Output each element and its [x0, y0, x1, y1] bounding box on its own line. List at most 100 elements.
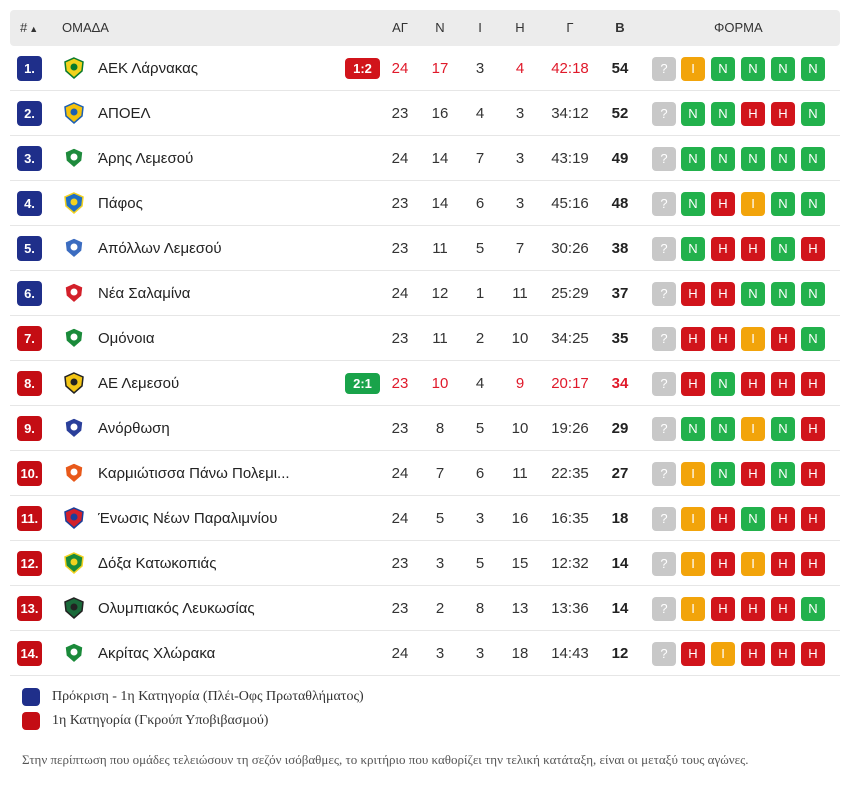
header-played[interactable]: ΑΓ [392, 20, 408, 35]
form-result-badge[interactable]: H [771, 507, 795, 531]
form-result-badge[interactable]: H [741, 102, 765, 126]
form-result-badge[interactable]: N [771, 237, 795, 261]
header-team[interactable]: ΟΜΑΔΑ [62, 20, 109, 35]
form-result-badge[interactable]: H [741, 642, 765, 666]
team-name[interactable]: Άρης Λεμεσού [98, 150, 194, 167]
form-result-badge[interactable]: H [801, 417, 825, 441]
form-result-badge[interactable]: N [801, 597, 825, 621]
form-upcoming-badge[interactable]: ? [652, 372, 676, 396]
team-name[interactable]: Ομόνοια [98, 330, 155, 347]
form-result-badge[interactable]: H [681, 282, 705, 306]
form-result-badge[interactable]: I [681, 597, 705, 621]
table-row[interactable]: 2. ΑΠΟΕΛ 23 16 4 3 34:12 52? N N H H N [10, 91, 840, 136]
form-upcoming-badge[interactable]: ? [652, 147, 676, 171]
team-name[interactable]: Ένωσις Νέων Παραλιμνίου [98, 510, 278, 527]
header-points[interactable]: Β [615, 20, 625, 35]
form-result-badge[interactable]: N [681, 192, 705, 216]
header-position-label[interactable]: # [20, 20, 28, 35]
form-result-badge[interactable]: N [801, 282, 825, 306]
form-result-badge[interactable]: N [801, 192, 825, 216]
header-position[interactable]: # ▲ [20, 10, 38, 47]
form-result-badge[interactable]: H [681, 327, 705, 351]
form-upcoming-badge[interactable]: ? [652, 462, 676, 486]
form-result-badge[interactable]: H [741, 237, 765, 261]
team-name[interactable]: Δόξα Κατωκοπιάς [98, 555, 217, 572]
form-result-badge[interactable]: N [801, 147, 825, 171]
form-upcoming-badge[interactable]: ? [652, 192, 676, 216]
form-result-badge[interactable]: H [801, 642, 825, 666]
form-result-badge[interactable]: H [711, 192, 735, 216]
team-name[interactable]: Νέα Σαλαμίνα [98, 285, 191, 302]
form-result-badge[interactable]: N [771, 462, 795, 486]
team-name[interactable]: ΑΕΚ Λάρνακας [98, 60, 198, 77]
form-result-badge[interactable]: H [711, 507, 735, 531]
form-upcoming-badge[interactable]: ? [652, 507, 676, 531]
form-result-badge[interactable]: N [681, 417, 705, 441]
form-result-badge[interactable]: H [741, 597, 765, 621]
form-result-badge[interactable]: N [801, 327, 825, 351]
sort-up-icon[interactable]: ▲ [29, 24, 39, 34]
form-result-badge[interactable]: N [741, 282, 765, 306]
form-result-badge[interactable]: N [741, 57, 765, 81]
table-row[interactable]: 3. Άρης Λεμεσού 24 14 7 3 43:19 49? N N N N N [10, 136, 840, 181]
form-upcoming-badge[interactable]: ? [652, 552, 676, 576]
table-row[interactable]: 6. Νέα Σαλαμίνα 24 12 1 11 25:29 37? H H N N N [10, 271, 840, 316]
form-result-badge[interactable]: I [741, 552, 765, 576]
form-result-badge[interactable]: H [711, 327, 735, 351]
table-row[interactable]: 10. Καρμιώτισσα Πάνω Πολεμι... 24 7 6 11 22:35… [10, 451, 840, 496]
form-result-badge[interactable]: N [711, 102, 735, 126]
form-result-badge[interactable]: H [801, 462, 825, 486]
form-result-badge[interactable]: N [681, 147, 705, 171]
table-row[interactable]: 8. ΑΕ Λεμεσού 2:1 23 10 4 9 20:17 34? H N H H H [10, 361, 840, 406]
form-result-badge[interactable]: I [681, 552, 705, 576]
live-score-badge[interactable]: 2:1 [345, 373, 380, 394]
form-result-badge[interactable]: N [711, 462, 735, 486]
team-name[interactable]: Ανόρθωση [98, 420, 170, 437]
header-lost[interactable]: Η [515, 20, 525, 35]
form-result-badge[interactable]: H [801, 372, 825, 396]
form-result-badge[interactable]: N [741, 147, 765, 171]
form-upcoming-badge[interactable]: ? [652, 282, 676, 306]
form-result-badge[interactable]: N [741, 507, 765, 531]
table-row[interactable]: 14. Ακρίτας Χλώρακα 24 3 3 18 14:43 12? H I H H H [10, 631, 840, 676]
table-row[interactable]: 5. Απόλλων Λεμεσού 23 11 5 7 30:26 38? N H H N H [10, 226, 840, 271]
header-goals[interactable]: Γ [566, 20, 574, 35]
table-row[interactable]: 9. Ανόρθωση 23 8 5 10 19:26 29? N N I N H [10, 406, 840, 451]
form-upcoming-badge[interactable]: ? [652, 642, 676, 666]
form-upcoming-badge[interactable]: ? [652, 102, 676, 126]
form-result-badge[interactable]: H [771, 597, 795, 621]
form-upcoming-badge[interactable]: ? [652, 597, 676, 621]
form-result-badge[interactable]: H [711, 552, 735, 576]
form-upcoming-badge[interactable]: ? [652, 237, 676, 261]
form-result-badge[interactable]: H [681, 642, 705, 666]
team-name[interactable]: Ολυμπιακός Λευκωσίας [98, 600, 255, 617]
form-result-badge[interactable]: N [711, 147, 735, 171]
team-name[interactable]: Πάφος [98, 195, 143, 212]
form-result-badge[interactable]: H [711, 282, 735, 306]
form-result-badge[interactable]: N [771, 192, 795, 216]
form-result-badge[interactable]: H [711, 597, 735, 621]
form-result-badge[interactable]: N [771, 147, 795, 171]
live-score-badge[interactable]: 1:2 [345, 58, 380, 79]
form-result-badge[interactable]: N [681, 237, 705, 261]
form-result-badge[interactable]: H [741, 462, 765, 486]
table-row[interactable]: 13. Ολυμπιακός Λευκωσίας 23 2 8 13 13:36 14? I H H… [10, 586, 840, 631]
form-result-badge[interactable]: N [801, 57, 825, 81]
form-result-badge[interactable]: H [771, 642, 795, 666]
form-result-badge[interactable]: N [711, 57, 735, 81]
form-result-badge[interactable]: H [741, 372, 765, 396]
form-upcoming-badge[interactable]: ? [652, 417, 676, 441]
form-result-badge[interactable]: H [771, 102, 795, 126]
form-result-badge[interactable]: H [681, 372, 705, 396]
form-result-badge[interactable]: N [681, 102, 705, 126]
form-result-badge[interactable]: H [711, 237, 735, 261]
team-name[interactable]: Ακρίτας Χλώρακα [98, 645, 216, 662]
form-result-badge[interactable]: N [711, 372, 735, 396]
form-result-badge[interactable]: N [771, 417, 795, 441]
form-result-badge[interactable]: I [741, 327, 765, 351]
header-drawn[interactable]: Ι [478, 20, 482, 35]
table-row[interactable]: 7. Ομόνοια 23 11 2 10 34:25 35? H H I H N [10, 316, 840, 361]
form-result-badge[interactable]: N [801, 102, 825, 126]
team-name[interactable]: Απόλλων Λεμεσού [98, 240, 222, 257]
table-row[interactable]: 11. Ένωσις Νέων Παραλιμνίου 24 5 3 16 16:35 18?… [10, 496, 840, 541]
